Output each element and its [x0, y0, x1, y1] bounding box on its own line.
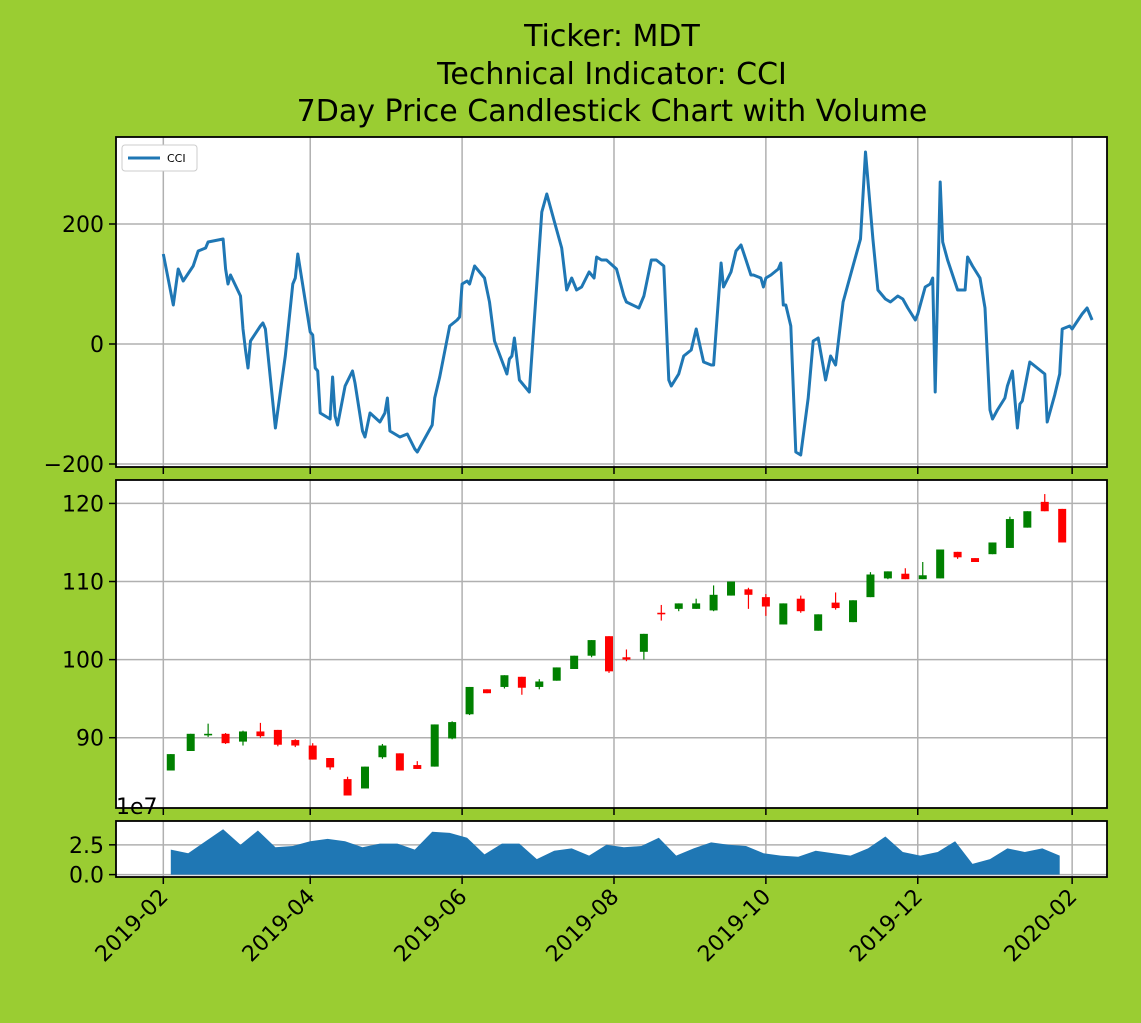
cci-ytick-label: 200: [62, 213, 104, 238]
x-tick-label: 2019-04: [238, 885, 321, 968]
cci-panel: −200 0 200 CCI: [44, 136, 1108, 478]
candle-body: [709, 594, 718, 611]
x-tick-label: 2019-10: [693, 885, 776, 968]
candle-body: [535, 681, 544, 687]
x-tick-label: 2019-12: [845, 885, 928, 968]
candle-body: [849, 600, 858, 623]
cci-ytick-label: 0: [90, 333, 104, 358]
candle-body: [291, 740, 300, 746]
candle-body: [674, 603, 683, 609]
candle-body: [166, 754, 175, 771]
candle-body: [186, 733, 195, 751]
candle-body: [413, 765, 422, 769]
candle-body: [448, 722, 457, 739]
title-line-3: 7Day Price Candlestick Chart with Volume: [297, 94, 928, 129]
candle-body: [430, 724, 439, 767]
volume-panel: 0.0 2.5 1e7: [69, 795, 1108, 889]
candle-body: [221, 733, 230, 744]
candle-body: [517, 676, 526, 688]
candle-body: [639, 633, 648, 652]
candle-body: [727, 581, 736, 596]
volume-ytick-label: 0.0: [69, 864, 104, 889]
volume-frame: [115, 820, 1108, 878]
x-tick-label: 2019-02: [91, 885, 174, 968]
cci-line: [161, 150, 1094, 457]
candle-body: [570, 655, 579, 669]
candle-body: [622, 657, 631, 660]
x-tick-label: 2020-02: [1000, 885, 1083, 968]
price-ytick-label: 120: [62, 492, 104, 517]
candle-body: [1040, 501, 1049, 512]
candle-body: [1005, 519, 1014, 548]
candle-body: [1023, 511, 1032, 528]
chart-title: Ticker: MDT Technical Indicator: CCI 7Da…: [297, 19, 928, 129]
candle-body: [395, 753, 404, 771]
candle-body: [814, 614, 823, 631]
title-line-2: Technical Indicator: CCI: [436, 57, 787, 92]
volume-area: [170, 829, 1060, 875]
x-tick-label: 2019-06: [390, 885, 473, 968]
cci-ytick-label: −200: [44, 453, 104, 478]
candle-body: [918, 575, 927, 580]
candle-body: [552, 667, 561, 681]
candle-body: [1058, 508, 1067, 543]
volume-ytick-label: 2.5: [69, 834, 104, 859]
volume-offset-label: 1e7: [116, 795, 158, 820]
candle-body: [326, 758, 335, 768]
candle-body: [238, 731, 247, 742]
candle-body: [483, 689, 492, 694]
candle-body: [971, 558, 980, 562]
candle-body: [761, 597, 770, 607]
x-tick-label: 2019-08: [542, 885, 625, 968]
candle-body: [692, 603, 701, 609]
date-axis: 2019-02 2019-04 2019-06 2019-08 2019-10 2019-…: [91, 885, 1083, 968]
candle-body: [500, 675, 509, 687]
cci-legend: CCI: [121, 144, 198, 172]
candle-body: [273, 729, 282, 745]
cci-plot-area: [116, 137, 1107, 467]
candle-body: [988, 542, 997, 555]
candle-body: [744, 589, 753, 595]
candle-body: [256, 731, 265, 737]
candle-body: [204, 733, 213, 736]
price-ytick-label: 110: [62, 571, 104, 596]
candle-body: [796, 598, 805, 612]
candle-body: [465, 686, 474, 715]
price-panel: 90 100 110 120: [62, 479, 1108, 815]
candle-body: [587, 640, 596, 656]
candle-body: [936, 549, 945, 579]
candle-body: [605, 636, 614, 672]
candle-body: [343, 779, 352, 796]
price-frame: [115, 479, 1108, 809]
price-ytick-label: 90: [76, 727, 104, 752]
candle-body: [779, 603, 788, 625]
candle-body: [883, 571, 892, 579]
candle-body: [866, 574, 875, 598]
legend-label: CCI: [167, 152, 186, 165]
candle-body: [831, 602, 840, 609]
candle-body: [360, 766, 369, 789]
candle-body: [308, 745, 317, 760]
candle-body: [378, 745, 387, 758]
candle-body: [901, 573, 910, 580]
cci-frame: [115, 136, 1108, 468]
candle-body: [657, 612, 666, 615]
candle-body: [953, 551, 962, 558]
title-line-1: Ticker: MDT: [523, 19, 700, 54]
price-ytick-label: 100: [62, 649, 104, 674]
